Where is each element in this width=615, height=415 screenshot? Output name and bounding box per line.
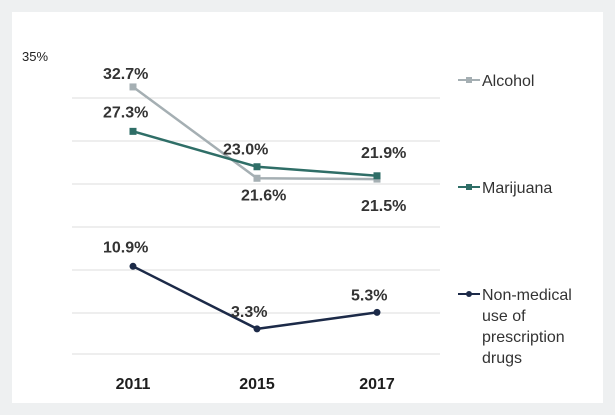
chart-frame (12, 12, 603, 403)
y-tick-label: 35% (22, 49, 48, 64)
data-label-alcohol: 32.7% (103, 66, 148, 83)
x-tick-label: 2017 (359, 376, 395, 393)
data-label-marijuana: 27.3% (103, 104, 148, 121)
legend-swatch-marker (466, 77, 472, 83)
legend-swatch-marker (466, 291, 472, 297)
legend: Alcohol Marijuana Non-medical use of prescri… (458, 73, 572, 367)
data-label-non-medical-use-of-prescription-drugs: 5.3% (351, 287, 387, 304)
data-point-alcohol (129, 83, 137, 91)
data-label-marijuana: 23.0% (223, 142, 268, 159)
x-tick-label: 2011 (116, 376, 151, 393)
legend-label: Non-medical (482, 287, 572, 304)
data-point-marijuana (253, 163, 261, 171)
y-axis-ticks: 35% (22, 49, 48, 64)
data-label-marijuana: 21.9% (361, 145, 406, 162)
legend-label: Marijuana (482, 180, 552, 197)
data-label-alcohol: 21.6% (241, 187, 286, 204)
legend-swatch-marker (466, 184, 472, 190)
legend-label: use of (482, 308, 526, 325)
legend-label: Alcohol (482, 73, 534, 90)
series-lines (129, 83, 381, 333)
legend-item-non-medical-use-of-prescription-drugs: Non-medical use of prescription drugs (458, 287, 572, 367)
data-point-marijuana (373, 172, 381, 180)
data-point-non-medical-use-of-prescription-drugs (373, 308, 381, 316)
legend-label: drugs (482, 350, 522, 367)
legend-item-marijuana: Marijuana (458, 180, 552, 197)
data-point-non-medical-use-of-prescription-drugs (253, 325, 261, 333)
data-labels: 32.7% 21.6% 21.5% 27.3% 23.0% 21.9% 10.9% 3.3% 5… (103, 66, 406, 321)
x-axis-labels: 2011 2015 2017 (116, 376, 395, 393)
data-point-non-medical-use-of-prescription-drugs (129, 262, 137, 270)
data-label-alcohol: 21.5% (361, 198, 406, 215)
data-point-alcohol (253, 174, 261, 182)
data-point-marijuana (129, 127, 137, 135)
legend-item-alcohol: Alcohol (458, 73, 534, 90)
x-tick-label: 2015 (239, 376, 275, 393)
data-label-non-medical-use-of-prescription-drugs: 10.9% (103, 239, 148, 256)
data-label-non-medical-use-of-prescription-drugs: 3.3% (231, 304, 267, 321)
legend-label: prescription (482, 329, 565, 346)
